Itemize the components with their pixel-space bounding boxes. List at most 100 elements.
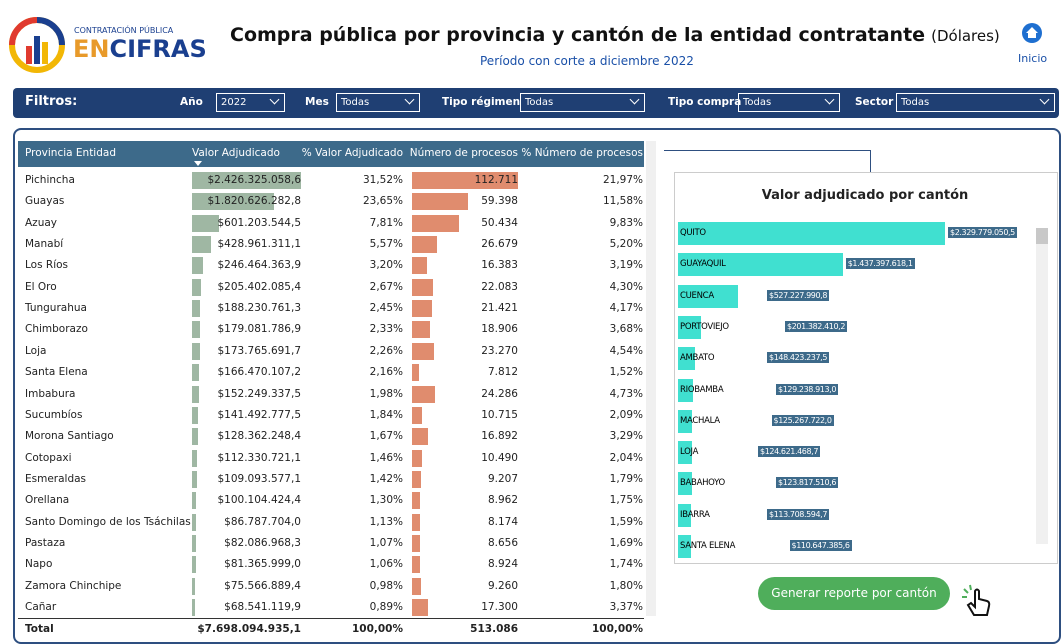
category-label: GUAYAQUIL	[680, 259, 726, 270]
table-cell: $81.365.999,0	[224, 558, 301, 571]
logo-top: CONTRATACIÓN PÚBLICA	[74, 26, 174, 35]
category-label: PORTOVIEJO	[680, 321, 729, 332]
data-bar	[192, 534, 196, 552]
chart-panel	[674, 172, 1058, 564]
filter-dropdown[interactable]: Todas	[520, 93, 645, 112]
table-cell: 9.260	[487, 579, 518, 592]
value-label: $125.267.722,0	[771, 414, 834, 426]
table-cell: 8.174	[487, 515, 518, 528]
data-bar	[412, 342, 434, 360]
data-bar	[412, 385, 435, 403]
data-bar	[412, 599, 429, 616]
table-cell: $86.787.704,0	[224, 515, 301, 528]
filter-label: Filtros:	[25, 94, 78, 109]
table-cell: 3,37%	[609, 601, 643, 613]
report-button[interactable]: Generar reporte por cantón	[758, 577, 950, 610]
table-cell: $1.820.626.282,8	[207, 195, 301, 208]
table-cell: 1,52%	[609, 366, 643, 379]
value-label: $527.227.990,8	[767, 289, 830, 301]
chart-scrollbar	[1036, 228, 1048, 544]
filter-dropdown[interactable]: 2022	[216, 93, 285, 112]
category-label: LOJA	[680, 447, 699, 458]
table-cell: 10.490	[481, 451, 518, 464]
value-label: $113.708.594,7	[767, 508, 830, 520]
data-bar	[412, 214, 460, 232]
data-bar	[192, 364, 200, 382]
table-cell: 9,83%	[609, 216, 643, 229]
table-cell: Imbabura	[25, 387, 76, 400]
home-icon[interactable]	[1021, 22, 1043, 44]
filter-name: Tipo régimen	[442, 96, 521, 108]
data-bar	[192, 172, 301, 189]
table-cell: Napo	[25, 558, 53, 571]
table-cell: Cotopaxi	[25, 451, 72, 464]
column-header[interactable]: Provincia Entidad	[25, 147, 116, 159]
filter-bar: Filtros: Año 2022 Mes Todas Tipo régimen Todas…	[13, 88, 1059, 118]
column-header[interactable]: % Valor Adjudicado	[301, 147, 403, 159]
value-label: $129.238.913,0	[776, 383, 839, 395]
table-cell: $205.402.085,4	[217, 280, 302, 293]
dropdown-arrow	[629, 94, 640, 105]
table-cell: Santa Elena	[25, 366, 88, 379]
data-bar	[412, 428, 428, 446]
connector	[664, 150, 871, 173]
bar	[678, 409, 693, 433]
data-bar	[192, 577, 196, 595]
bar-chart: QUITO $2.329.779.050,5 GUAYAQUIL $1.437.397…	[678, 216, 1038, 558]
logo-icon	[9, 17, 65, 73]
table-cell: 5,57%	[369, 238, 403, 251]
logo-cifras: CIFRAS	[109, 35, 207, 63]
category-label: SANTA ELENA	[680, 541, 736, 551]
filter-value: 2022	[221, 97, 247, 108]
table-cell: $109.093.577,1	[217, 472, 302, 485]
table-cell: 59.398	[481, 195, 518, 208]
table-cell: 1,75%	[609, 494, 643, 507]
column-header[interactable]: Valor Adjudicado	[192, 147, 280, 159]
data-bar	[192, 300, 201, 318]
value-label: $201.382.410,2	[785, 320, 848, 332]
table-cell: $141.492.777,5	[217, 408, 302, 421]
table-cell: Chimborazo	[25, 323, 88, 336]
table-cell: 0,98%	[369, 579, 403, 592]
table-cell: Loja	[25, 344, 47, 357]
logo-en: EN	[73, 35, 110, 63]
data-bar	[192, 236, 212, 254]
table-cell: $100.104.424,4	[217, 494, 302, 507]
table-cell: 9.207	[487, 472, 518, 485]
table-cell: 22.083	[481, 280, 518, 293]
scroll-thumb[interactable]	[1036, 228, 1048, 244]
table-cell: 4,73%	[609, 387, 643, 400]
table-cell: $166.470.107,2	[217, 366, 302, 379]
table-cell: 16.892	[481, 430, 518, 443]
value-label: $148.423.237,5	[767, 352, 830, 364]
data-bar	[412, 364, 420, 382]
data-bar	[412, 278, 433, 296]
filter-dropdown[interactable]: Todas	[738, 93, 840, 112]
table-cell: 4,17%	[609, 302, 643, 315]
table-cell: 1,69%	[609, 536, 643, 549]
data-bar	[192, 342, 200, 360]
home-label[interactable]: Inicio	[1018, 52, 1048, 65]
data-bar	[192, 257, 204, 275]
column-header[interactable]: Número de procesos	[409, 147, 518, 159]
filter-value: Todas	[743, 97, 772, 108]
filter-value: Todas	[525, 97, 554, 108]
total-cell: Total	[25, 623, 54, 635]
filter-dropdown[interactable]: Todas	[336, 93, 420, 112]
filter-dropdown[interactable]: Todas	[896, 93, 1055, 112]
table-cell: 7,81%	[369, 216, 403, 229]
value-label: $124.621.468,7	[758, 446, 821, 458]
table-cell: 3,19%	[609, 259, 643, 272]
table-cell: 2,16%	[369, 366, 403, 379]
table-cell: 2,67%	[369, 280, 403, 293]
data-bar	[412, 492, 421, 510]
table-cell: Sucumbíos	[25, 408, 83, 421]
value-label: $123.817.510,6	[776, 477, 839, 489]
data-bar	[192, 214, 219, 232]
data-bar	[192, 556, 196, 574]
table-cell: Esmeraldas	[25, 472, 87, 485]
table-cell: Tungurahua	[25, 302, 87, 315]
table-cell: Guayas	[25, 195, 65, 208]
column-header[interactable]: % Número de procesos	[521, 147, 643, 159]
